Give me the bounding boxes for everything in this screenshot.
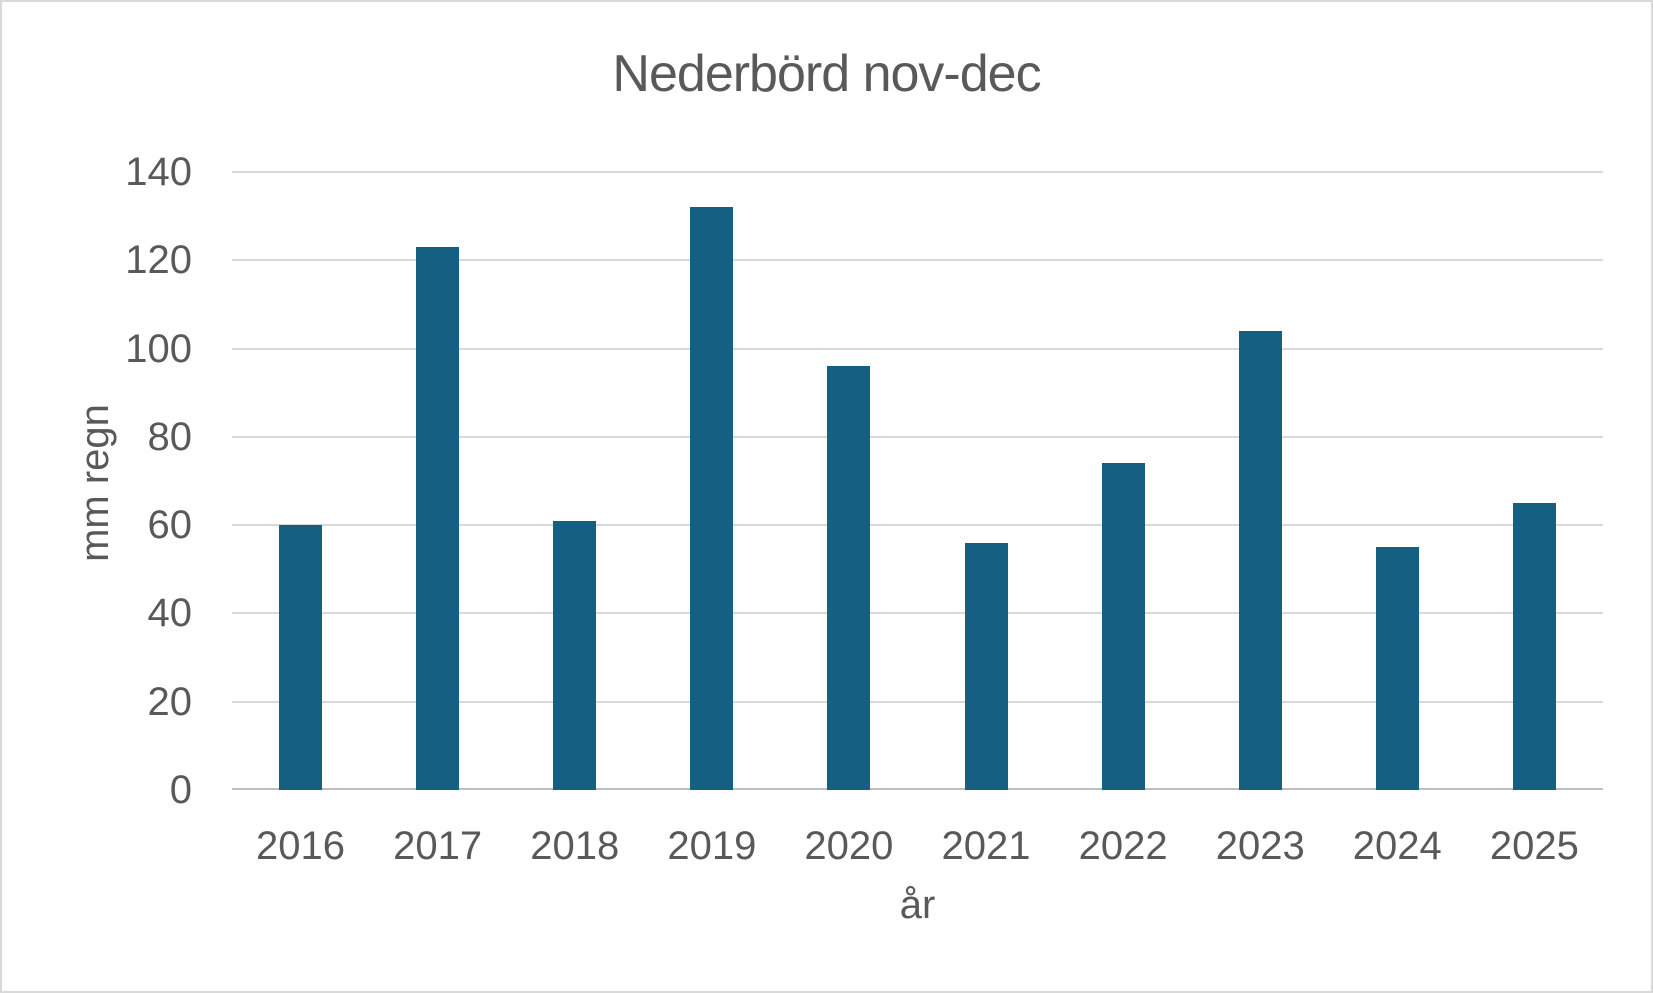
bar-slot-2025 [1466, 172, 1603, 790]
x-tick-label-2020: 2020 [804, 824, 894, 868]
gridline-120 [232, 259, 1603, 262]
bar-2025 [1512, 503, 1556, 790]
x-axis-line [232, 788, 1603, 790]
x-tick-label-2018: 2018 [530, 824, 620, 868]
x-tick-label-2019: 2019 [667, 824, 757, 868]
x-tick-label-2025: 2025 [1489, 824, 1579, 868]
y-tick-label-40: 40 [147, 591, 193, 636]
bar-2022 [1101, 463, 1145, 790]
y-tick-label-60: 60 [147, 503, 193, 548]
bar-slot-2022 [1055, 172, 1192, 790]
bar-slot-2021 [917, 172, 1054, 790]
bar-2020 [827, 366, 871, 790]
bar-series [232, 172, 1603, 790]
y-tick-label-20: 20 [147, 679, 193, 724]
y-tick-label-80: 80 [147, 414, 193, 459]
bar-2017 [416, 247, 460, 790]
bar-2018 [553, 520, 597, 790]
bar-2021 [964, 542, 1008, 790]
plot-area [232, 171, 1603, 790]
gridline-20 [232, 700, 1603, 703]
bar-slot-2017 [369, 172, 506, 790]
bar-slot-2016 [232, 172, 369, 790]
gridline-80 [232, 435, 1603, 438]
gridline-100 [232, 347, 1603, 350]
x-tick-label-2021: 2021 [941, 824, 1031, 868]
x-tick-label-2016: 2016 [256, 824, 346, 868]
gridline-40 [232, 612, 1603, 615]
bar-slot-2024 [1329, 172, 1466, 790]
x-axis-title: år [899, 883, 936, 927]
bar-2024 [1375, 547, 1419, 790]
x-tick-label-2017: 2017 [393, 824, 483, 868]
y-tick-label-120: 120 [125, 238, 192, 283]
bar-2023 [1238, 330, 1282, 790]
gridline-60 [232, 524, 1603, 527]
y-axis-tick-labels: 0 20 40 60 80 100 120 140 [2, 152, 193, 810]
y-tick-label-100: 100 [125, 326, 192, 371]
bar-slot-2023 [1192, 172, 1329, 790]
y-tick-label-0: 0 [169, 768, 192, 812]
bar-2019 [690, 207, 734, 790]
bar-slot-2018 [506, 172, 643, 790]
bar-slot-2020 [780, 172, 917, 790]
x-tick-label-2022: 2022 [1078, 824, 1168, 868]
bar-2016 [279, 525, 323, 790]
x-axis-tick-labels: 2016 2017 2018 2019 2020 2021 2022 2023 2024 2025 [232, 826, 1603, 866]
gridline-140 [232, 171, 1603, 173]
x-tick-label-2024: 2024 [1352, 824, 1442, 868]
chart-title: Nederbörd nov-dec [612, 45, 1041, 103]
x-tick-label-2023: 2023 [1215, 824, 1305, 868]
bar-slot-2019 [643, 172, 780, 790]
y-tick-label-140: 140 [125, 150, 192, 194]
